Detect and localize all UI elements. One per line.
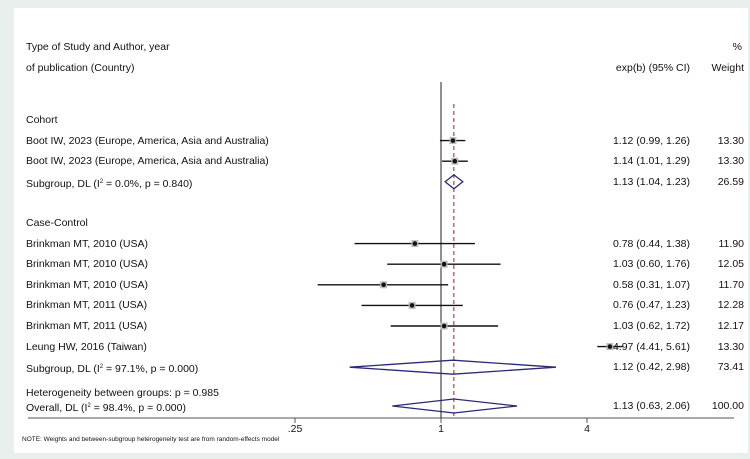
subgroup-label-text-end: = 0.0%, p = 0.840) bbox=[103, 177, 193, 190]
group-heading: Cohort bbox=[26, 114, 58, 126]
point-estimate bbox=[409, 303, 415, 308]
subgroup-label-text: Subgroup, DL (I bbox=[26, 363, 100, 376]
heterogeneity-between-groups: Heterogeneity between groups: p = 0.985 bbox=[26, 387, 219, 399]
overall-weight: 100.00 bbox=[711, 400, 744, 412]
point-estimate bbox=[412, 241, 418, 246]
study-label: Brinkman MT, 2011 (USA) bbox=[26, 299, 148, 312]
study-label: Boot IW, 2023 (Europe, America, Asia and… bbox=[26, 155, 269, 168]
subgroup-label-text-end: = 97.1%, p = 0.000) bbox=[103, 363, 199, 376]
subgroup-label: Subgroup, DL (I2 = 0.0%, p = 0.840) bbox=[26, 176, 192, 190]
point-estimate bbox=[450, 138, 456, 143]
study-label: Brinkman MT, 2010 (USA) bbox=[26, 237, 148, 250]
subgroup-weight: 73.41 bbox=[717, 361, 744, 374]
overall-label-text-end: = 98.4%, p = 0.000) bbox=[90, 402, 186, 414]
overall-label-superscript: 2 bbox=[87, 403, 91, 409]
subgroup-diamond bbox=[349, 359, 557, 375]
study-ci-text: 1.03 (0.60, 1.76) bbox=[612, 258, 690, 271]
forest-plot-canvas bbox=[28, 82, 734, 423]
study-label: Brinkman MT, 2010 (USA) bbox=[26, 278, 148, 291]
subgroup-label-text: Subgroup, DL (I bbox=[26, 177, 100, 190]
subgroup-ci-text: 1.13 (1.04, 1.23) bbox=[612, 175, 690, 188]
x-tick-label: 4 bbox=[584, 423, 590, 435]
header-study-line1: Type of Study and Author, year bbox=[26, 41, 170, 53]
subgroup-weight: 26.59 bbox=[717, 175, 744, 188]
header-percent: % bbox=[732, 41, 742, 53]
study-ci-text: 1.14 (1.01, 1.29) bbox=[612, 155, 690, 168]
study-weight: 12.28 bbox=[717, 299, 744, 312]
study-label: Brinkman MT, 2010 (USA) bbox=[26, 258, 148, 271]
point-estimate bbox=[381, 282, 386, 288]
x-tick-label: 1 bbox=[438, 423, 444, 435]
x-tick-label: .25 bbox=[287, 423, 303, 435]
footnote: NOTE: Weights and between-subgroup heter… bbox=[22, 436, 280, 443]
study-weight: 11.70 bbox=[718, 278, 745, 291]
subgroup-label-superscript: 2 bbox=[99, 364, 104, 371]
point-estimate bbox=[441, 323, 447, 329]
study-label: Boot IW, 2023 (Europe, America, Asia and… bbox=[26, 134, 269, 147]
overall-label: Overall, DL (I2 = 98.4%, p = 0.000) bbox=[26, 400, 186, 414]
subgroup-label-superscript: 2 bbox=[99, 178, 104, 185]
study-ci-text: 0.58 (0.31, 1.07) bbox=[612, 278, 690, 291]
study-ci-text: 1.12 (0.99, 1.26) bbox=[612, 134, 690, 147]
study-weight: 13.30 bbox=[717, 134, 744, 147]
study-weight: 11.90 bbox=[718, 237, 745, 250]
header-study-line2: of publication (Country) bbox=[26, 62, 135, 74]
header-effect: exp(b) (95% CI) bbox=[615, 62, 690, 74]
subgroup-label: Subgroup, DL (I2 = 97.1%, p = 0.000) bbox=[26, 361, 198, 375]
study-weight: 13.30 bbox=[717, 155, 744, 168]
subgroup-diamond bbox=[444, 173, 464, 190]
study-label: Leung HW, 2016 (Taiwan) bbox=[26, 340, 147, 353]
study-ci-text: 4.97 (4.41, 5.61) bbox=[612, 340, 690, 353]
study-label: Brinkman MT, 2011 (USA) bbox=[26, 320, 148, 332]
study-ci-text: 0.78 (0.44, 1.38) bbox=[612, 237, 690, 250]
study-ci-text: 1.03 (0.62, 1.72) bbox=[612, 320, 690, 332]
study-weight: 13.30 bbox=[717, 340, 744, 353]
point-estimate bbox=[452, 158, 458, 164]
group-heading: Case-Control bbox=[26, 217, 88, 229]
overall-diamond bbox=[392, 398, 518, 414]
plot-panel: Type of Study and Author, year of public… bbox=[14, 8, 748, 453]
overall-label-text: Overall, DL (I bbox=[26, 402, 88, 414]
subgroup-ci-text: 1.12 (0.42, 2.98) bbox=[612, 361, 690, 374]
study-weight: 12.05 bbox=[717, 258, 744, 271]
study-ci-text: 0.76 (0.47, 1.23) bbox=[612, 299, 690, 312]
point-estimate bbox=[441, 261, 447, 267]
overall-ci-text: 1.13 (0.63, 2.06) bbox=[612, 400, 690, 412]
point-estimate bbox=[607, 344, 613, 349]
study-weight: 12.17 bbox=[717, 320, 744, 332]
header-weight: Weight bbox=[711, 62, 745, 74]
